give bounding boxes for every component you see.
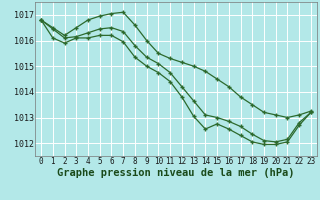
X-axis label: Graphe pression niveau de la mer (hPa): Graphe pression niveau de la mer (hPa) (57, 168, 295, 178)
